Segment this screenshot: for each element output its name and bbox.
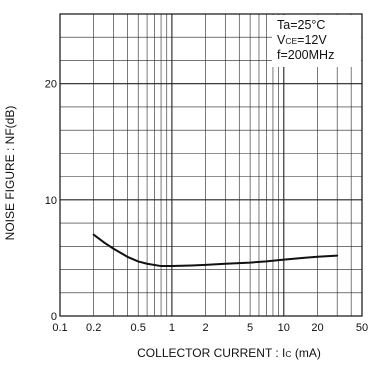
x-axis-label: COLLECTOR CURRENT : IC (mA) <box>137 346 321 360</box>
x-tick-label: 2 <box>203 322 209 334</box>
x-tick-label: 0.2 <box>86 322 101 334</box>
x-tick-label: 0.5 <box>131 322 146 334</box>
x-tick-label: 5 <box>247 322 253 334</box>
y-tick-label: 20 <box>45 79 57 91</box>
y-tick-label: 10 <box>45 195 57 207</box>
plot-frame <box>59 13 363 317</box>
x-tick-label: 0.1 <box>52 322 67 334</box>
series-group <box>92 233 339 268</box>
y-tick-label: 0 <box>51 311 57 323</box>
condition-line: VCE=12V <box>277 33 327 47</box>
y-tick-labels: 0 10 20 <box>45 79 57 323</box>
x-tick-label: 1 <box>169 322 175 334</box>
condition-line: Ta=25°C <box>277 18 325 32</box>
condition-line: f=200MHz <box>277 48 334 62</box>
grid-lines <box>60 14 362 316</box>
y-axis-label: NOISE FIGURE : NF(dB) <box>3 106 17 241</box>
x-tick-labels: 0.1 0.2 0.5 1 2 5 10 20 50 <box>52 322 368 334</box>
conditions-box <box>272 15 361 67</box>
x-tick-label: 50 <box>356 322 368 334</box>
x-tick-label: 10 <box>278 322 290 334</box>
x-tick-label: 20 <box>311 322 323 334</box>
noise-figure-curve <box>92 233 339 268</box>
